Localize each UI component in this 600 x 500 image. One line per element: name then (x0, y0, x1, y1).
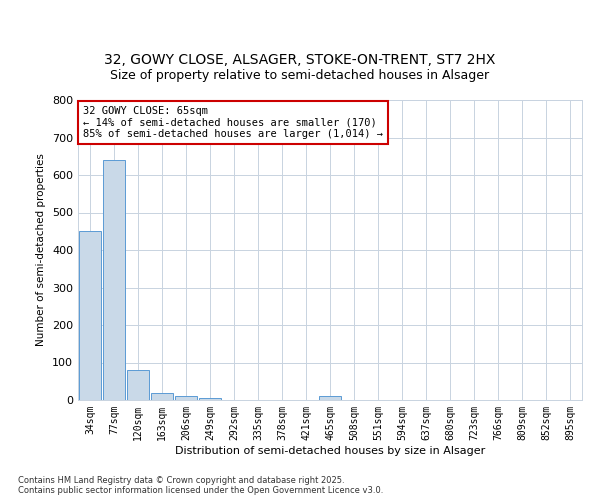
Bar (319, 396, 341, 400)
Bar (79, 231, 101, 400)
Text: Contains HM Land Registry data © Crown copyright and database right 2025.
Contai: Contains HM Land Registry data © Crown c… (18, 476, 383, 495)
Text: 32 GOWY CLOSE: 65sqm
← 14% of semi-detached houses are smaller (170)
85% of semi: 32 GOWY CLOSE: 65sqm ← 14% of semi-detac… (83, 106, 383, 139)
Bar (103, 160, 125, 400)
X-axis label: Distribution of semi-detached houses by size in Alsager: Distribution of semi-detached houses by … (175, 446, 485, 456)
Bar (199, 398, 221, 400)
Bar (151, 392, 173, 400)
Bar (127, 370, 149, 400)
Text: Size of property relative to semi-detached houses in Alsager: Size of property relative to semi-detach… (110, 70, 490, 82)
Y-axis label: Number of semi-detached properties: Number of semi-detached properties (37, 154, 46, 346)
Text: 32, GOWY CLOSE, ALSAGER, STOKE-ON-TRENT, ST7 2HX: 32, GOWY CLOSE, ALSAGER, STOKE-ON-TRENT,… (104, 54, 496, 68)
Bar (175, 396, 197, 400)
